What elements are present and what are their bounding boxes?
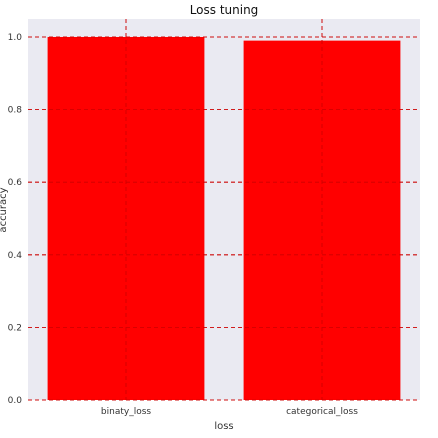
x-tick-label: categorical_loss [286, 407, 358, 417]
y-tick-label: 0.2 [8, 323, 22, 333]
y-tick-label: 0.4 [8, 251, 23, 261]
y-tick-labels: 0.0 0.2 0.4 0.6 0.8 1.0 [8, 33, 23, 406]
gridlines-overlay [28, 19, 420, 401]
y-tick-label: 0.6 [8, 178, 23, 188]
y-tick-label: 0.0 [8, 396, 23, 406]
x-tick-label: binaty_loss [101, 407, 151, 417]
x-tick-labels: binaty_loss categorical_loss [101, 407, 358, 417]
bar-categorical_loss [243, 40, 401, 400]
chart-title: Loss tuning [190, 3, 259, 17]
y-tick-label: 1.0 [8, 33, 23, 43]
y-tick-label: 0.8 [8, 106, 23, 116]
x-axis-title: loss [214, 421, 233, 432]
y-axis-title: accuracy [0, 187, 9, 232]
